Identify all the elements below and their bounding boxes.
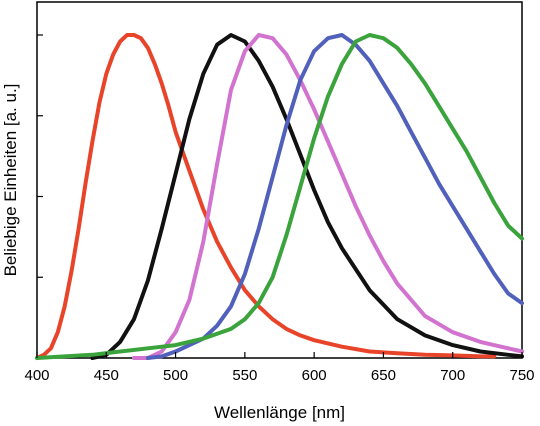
x-tick-label: 400 xyxy=(24,367,49,384)
x-axis-title: Wellenlänge [nm] xyxy=(214,403,345,422)
x-tick-label: 750 xyxy=(509,367,534,384)
series-line-3 xyxy=(132,33,524,360)
y-axis-title: Beliebige Einheiten [a. u.] xyxy=(1,84,20,277)
x-tick-label: 650 xyxy=(371,367,396,384)
x-tick-label: 500 xyxy=(163,367,188,384)
ticks-layer: 400 450 500 550 600 650 700 750 xyxy=(24,34,535,384)
x-tick-label: 600 xyxy=(302,367,327,384)
series-line-1 xyxy=(35,33,497,360)
series-layer xyxy=(35,33,524,360)
plot-frame xyxy=(36,1,523,359)
x-tick-label: 550 xyxy=(232,367,257,384)
series-line-2 xyxy=(90,33,524,360)
x-tick-label: 450 xyxy=(94,367,119,384)
x-tick-label: 700 xyxy=(440,367,465,384)
series-line-5 xyxy=(35,33,524,360)
series-line-4 xyxy=(145,33,524,360)
